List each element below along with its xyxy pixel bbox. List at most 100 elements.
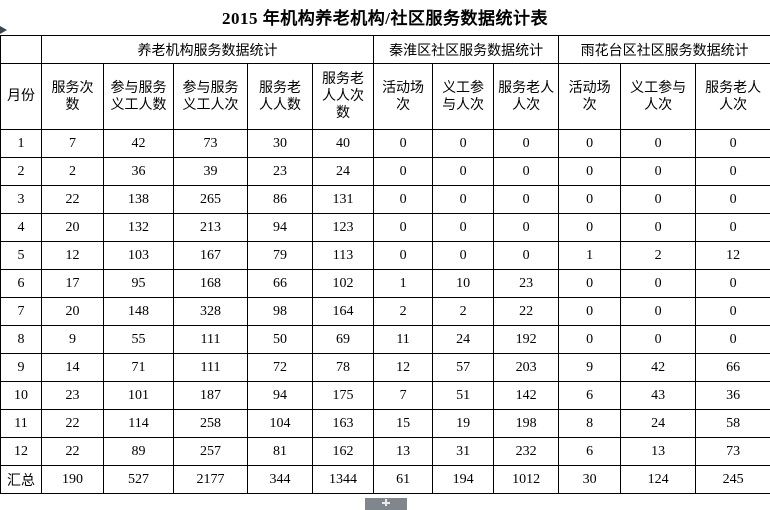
value-cell: 73	[696, 438, 770, 466]
value-cell: 30	[559, 466, 621, 494]
value-cell: 257	[174, 438, 248, 466]
value-cell: 0	[433, 158, 494, 186]
value-cell: 55	[104, 326, 174, 354]
value-cell: 1012	[494, 466, 559, 494]
value-cell: 0	[696, 130, 770, 158]
value-cell: 0	[696, 158, 770, 186]
selection-arrow-icon	[0, 26, 7, 34]
page-title: 2015 年机构养老机构/社区服务数据统计表	[0, 4, 770, 29]
value-cell: 132	[104, 214, 174, 242]
value-cell: 175	[313, 382, 374, 410]
value-cell: 0	[494, 130, 559, 158]
value-cell: 0	[621, 270, 696, 298]
value-cell: 23	[42, 382, 104, 410]
column-header-row: 月份 服务次 数 参与服务 义工人数 参与服务 义工人次 服务老 人人数 服务老…	[1, 64, 770, 130]
value-cell: 0	[494, 186, 559, 214]
value-cell: 17	[42, 270, 104, 298]
row-label-cell: 6	[1, 270, 42, 298]
value-cell: 94	[248, 382, 313, 410]
column-header-yuhuatai-activities: 活动场 次	[559, 64, 621, 130]
value-cell: 6	[559, 382, 621, 410]
value-cell: 66	[696, 354, 770, 382]
value-cell: 0	[696, 214, 770, 242]
value-cell: 22	[42, 410, 104, 438]
value-cell: 0	[621, 326, 696, 354]
value-cell: 24	[433, 326, 494, 354]
value-cell: 36	[696, 382, 770, 410]
value-cell: 14	[42, 354, 104, 382]
value-cell: 131	[313, 186, 374, 214]
value-cell: 7	[374, 382, 433, 410]
value-cell: 8	[559, 410, 621, 438]
value-cell: 58	[696, 410, 770, 438]
value-cell: 86	[248, 186, 313, 214]
value-cell: 12	[42, 242, 104, 270]
value-cell: 0	[433, 214, 494, 242]
row-label-cell: 11	[1, 410, 42, 438]
value-cell: 0	[559, 214, 621, 242]
value-cell: 15	[374, 410, 433, 438]
value-cell: 102	[313, 270, 374, 298]
value-cell: 0	[621, 214, 696, 242]
row-label-cell: 4	[1, 214, 42, 242]
column-header-elderly-visits: 服务老 人人次 数	[313, 64, 374, 130]
value-cell: 23	[494, 270, 559, 298]
value-cell: 22	[42, 438, 104, 466]
value-cell: 527	[104, 466, 174, 494]
value-cell: 114	[104, 410, 174, 438]
row-label-cell: 3	[1, 186, 42, 214]
value-cell: 0	[621, 186, 696, 214]
statistics-table: 养老机构服务数据统计 秦淮区社区服务数据统计 雨花台区社区服务数据统计 月份 服…	[0, 35, 770, 494]
value-cell: 2177	[174, 466, 248, 494]
column-header-month: 月份	[1, 64, 42, 130]
value-cell: 13	[621, 438, 696, 466]
row-label-cell: 2	[1, 158, 42, 186]
row-label-cell: 10	[1, 382, 42, 410]
value-cell: 42	[621, 354, 696, 382]
value-cell: 328	[174, 298, 248, 326]
column-header-volunteer-headcount: 参与服务 义工人数	[104, 64, 174, 130]
value-cell: 0	[621, 298, 696, 326]
value-cell: 187	[174, 382, 248, 410]
value-cell: 42	[104, 130, 174, 158]
value-cell: 190	[42, 466, 104, 494]
value-cell: 95	[104, 270, 174, 298]
value-cell: 43	[621, 382, 696, 410]
column-header-qinhuai-elderly-visits: 服务老人 人次	[494, 64, 559, 130]
value-cell: 138	[104, 186, 174, 214]
value-cell: 0	[433, 242, 494, 270]
value-cell: 0	[433, 130, 494, 158]
horizontal-scrollbar-thumb[interactable]	[365, 498, 407, 510]
column-header-elderly-headcount: 服务老 人人数	[248, 64, 313, 130]
value-cell: 0	[374, 186, 433, 214]
value-cell: 192	[494, 326, 559, 354]
column-header-qinhuai-activities: 活动场 次	[374, 64, 433, 130]
value-cell: 79	[248, 242, 313, 270]
value-cell: 12	[374, 354, 433, 382]
value-cell: 123	[313, 214, 374, 242]
value-cell: 19	[433, 410, 494, 438]
value-cell: 22	[42, 186, 104, 214]
value-cell: 0	[374, 158, 433, 186]
value-cell: 0	[696, 270, 770, 298]
value-cell: 0	[559, 326, 621, 354]
value-cell: 124	[621, 466, 696, 494]
value-cell: 23	[248, 158, 313, 186]
value-cell: 101	[104, 382, 174, 410]
value-cell: 20	[42, 298, 104, 326]
value-cell: 20	[42, 214, 104, 242]
value-cell: 0	[621, 130, 696, 158]
column-header-yuhuatai-elderly-visits: 服务老人 人次	[696, 64, 770, 130]
value-cell: 30	[248, 130, 313, 158]
value-cell: 0	[494, 214, 559, 242]
value-cell: 10	[433, 270, 494, 298]
plus-cursor-icon	[382, 499, 390, 506]
value-cell: 57	[433, 354, 494, 382]
